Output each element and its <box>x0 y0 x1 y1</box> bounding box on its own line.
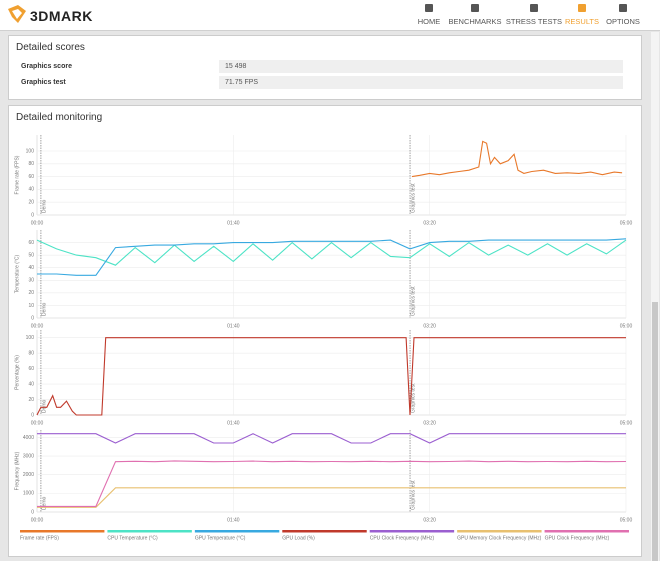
marker-label: Graphics test <box>410 383 416 413</box>
x-tick-label: 05:00 <box>620 517 633 523</box>
legend-label: Frame rate (FPS) <box>20 535 59 541</box>
marker-label: Graphics test <box>410 286 416 316</box>
score-value: 15 498 <box>219 60 623 73</box>
x-tick-label: 03:20 <box>423 220 436 226</box>
series-line <box>411 140 623 178</box>
legend-swatch <box>544 530 629 533</box>
score-label: Graphics test <box>21 79 66 86</box>
marker-label: Demo <box>41 399 47 413</box>
y-tick-label: 10 <box>28 303 34 309</box>
legend-label: CPU Clock Frequency (MHz) <box>370 535 435 541</box>
x-tick-label: 01:40 <box>227 517 240 523</box>
logo-icon <box>8 5 26 23</box>
x-tick-label: 05:00 <box>620 220 633 226</box>
legend-label: CPU Temperature (°C) <box>107 535 158 541</box>
nav-item[interactable]: RESULTS <box>564 17 600 26</box>
monitoring-title: Detailed monitoring <box>16 112 103 123</box>
series-line <box>37 487 626 508</box>
series-line <box>36 337 626 416</box>
x-tick-label: 00:00 <box>31 323 44 329</box>
y-tick-label: 40 <box>28 187 34 193</box>
legend-swatch <box>369 530 455 533</box>
y-tick-label: 20 <box>28 397 34 403</box>
scores-title: Detailed scores <box>16 42 85 53</box>
legend-swatch <box>194 530 280 533</box>
legend-swatch <box>20 530 105 533</box>
y-tick-label: 3000 <box>23 453 34 459</box>
y-tick-label: 40 <box>28 265 34 271</box>
y-tick-label: 4000 <box>23 435 34 441</box>
y-tick-label: 60 <box>28 174 34 180</box>
monitoring-panel: Detailed monitoring <box>8 105 642 557</box>
y-tick-label: 1000 <box>23 491 34 497</box>
legend-label: GPU Clock Frequency (MHz) <box>545 535 610 541</box>
scrollbar[interactable] <box>651 32 659 561</box>
nav-icon[interactable] <box>425 4 433 12</box>
y-tick-label: 80 <box>28 351 34 357</box>
marker-label: Demo <box>41 496 47 510</box>
x-tick-label: 00:00 <box>31 420 44 426</box>
y-tick-label: 60 <box>28 240 34 246</box>
score-label: Graphics score <box>21 63 72 70</box>
y-tick-label: 0 <box>31 509 34 515</box>
x-tick-label: 00:00 <box>31 517 44 523</box>
marker-label: Graphics test <box>410 480 416 510</box>
marker-label: Graphics test <box>410 183 416 213</box>
header: 3DMARK HOME BENCHMARKS STRESS TESTS RESULTS… <box>0 0 660 31</box>
y-tick-label: 40 <box>28 381 34 387</box>
legend-swatch <box>282 530 367 533</box>
score-value: 71.75 FPS <box>219 76 623 89</box>
y-tick-label: 50 <box>28 252 34 258</box>
x-tick-label: 05:00 <box>620 420 633 426</box>
y-tick-label: 0 <box>31 212 34 218</box>
y-tick-label: 100 <box>26 335 35 341</box>
nav-icon[interactable] <box>471 4 479 12</box>
y-tick-label: 60 <box>28 366 34 372</box>
logo[interactable]: 3DMARK <box>30 8 93 24</box>
y-tick-label: 20 <box>28 200 34 206</box>
series-line <box>37 460 627 507</box>
legend-label: GPU Load (%) <box>282 535 315 541</box>
series-line <box>36 239 627 266</box>
x-tick-label: 03:20 <box>423 420 436 426</box>
y-tick-label: 0 <box>31 315 34 321</box>
scores-panel: Detailed scores Graphics score 15 498 Gr… <box>8 35 642 100</box>
x-tick-label: 01:40 <box>227 220 240 226</box>
y-axis-label: Temperature (°C) <box>14 254 20 293</box>
y-tick-label: 2000 <box>23 472 34 478</box>
nav-icon[interactable] <box>530 4 538 12</box>
y-tick-label: 0 <box>31 412 34 418</box>
y-tick-label: 20 <box>28 290 34 296</box>
marker-label: Demo <box>41 302 47 316</box>
legend-swatch <box>107 530 192 533</box>
y-axis-label: Frame rate (FPS) <box>14 155 20 194</box>
x-tick-label: 03:20 <box>423 323 436 329</box>
x-tick-label: 01:40 <box>227 323 240 329</box>
series-line <box>37 433 626 444</box>
y-tick-label: 100 <box>26 148 35 154</box>
nav-item[interactable]: OPTIONS <box>606 17 640 26</box>
y-tick-label: 30 <box>28 278 34 284</box>
y-axis-label: Percentage (%) <box>14 355 20 390</box>
nav-icon[interactable] <box>578 4 586 12</box>
x-tick-label: 03:20 <box>423 517 436 523</box>
nav-item[interactable]: HOME <box>417 17 441 26</box>
legend-label: GPU Temperature (°C) <box>195 535 246 541</box>
legend-label: GPU Memory Clock Frequency (MHz) <box>457 535 542 541</box>
nav-icon[interactable] <box>619 4 627 12</box>
y-tick-label: 80 <box>28 161 34 167</box>
x-tick-label: 00:00 <box>31 220 44 226</box>
x-tick-label: 05:00 <box>620 323 633 329</box>
nav-item[interactable]: STRESS TESTS <box>505 17 563 26</box>
x-tick-label: 01:40 <box>227 420 240 426</box>
series-line <box>37 238 627 276</box>
legend-swatch <box>457 530 542 533</box>
y-axis-label: Frequency (MHz) <box>14 451 20 490</box>
nav-item[interactable]: BENCHMARKS <box>448 17 502 26</box>
marker-label: Demo <box>41 199 47 213</box>
